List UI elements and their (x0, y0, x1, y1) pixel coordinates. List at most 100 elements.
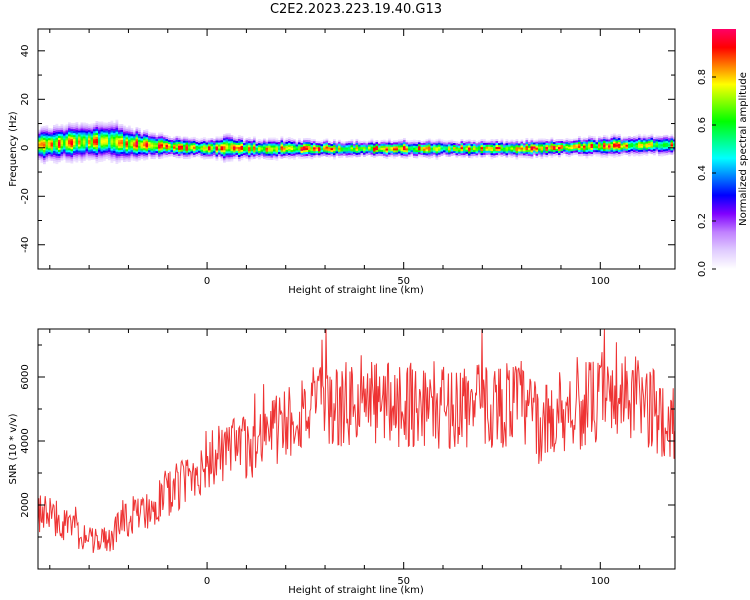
spectrogram-cell (143, 142, 146, 145)
spectrogram-cell (230, 141, 234, 144)
spectrogram-cell (305, 156, 309, 159)
spectrogram-cell (308, 148, 311, 151)
spectrogram-cell (608, 139, 611, 142)
spectrogram-cell (105, 154, 109, 157)
spectrogram-cell (153, 134, 156, 138)
spectrogram-cell (598, 148, 601, 151)
spectrogram-cell (513, 140, 516, 143)
spectrogram-cell (190, 155, 194, 158)
spectrogram-cell (545, 143, 549, 146)
spectrogram-cell (558, 151, 561, 154)
spectrogram-cell (175, 135, 179, 139)
spectrogram-cell (448, 146, 451, 149)
spectrogram-cell (243, 139, 246, 142)
spectrogram-cell (95, 137, 99, 140)
spectrogram-cell (53, 139, 56, 142)
spectrogram-cell (228, 135, 231, 138)
spectrogram-cell (450, 153, 454, 156)
spectrogram-cell (473, 143, 476, 147)
spectrogram-cell (73, 151, 76, 154)
spectrogram-cell (43, 129, 46, 133)
spectrogram-cell (85, 143, 89, 146)
spectrogram-cell (68, 156, 71, 159)
spectrogram-cell (365, 153, 369, 156)
spectrogram-cell (390, 147, 394, 150)
spectrogram-cell (493, 143, 496, 146)
spectrogram-cell (610, 142, 614, 145)
spectrogram-cell (140, 152, 144, 155)
spectrogram-cell (505, 151, 509, 154)
spectrogram-cell (228, 137, 231, 140)
spectrogram-cell (113, 142, 116, 146)
spectrogram-cell (80, 142, 84, 145)
spectrogram-cell (108, 157, 111, 161)
spectrogram-cell (103, 122, 106, 125)
spectrogram-cell (53, 143, 56, 146)
spectrogram-cell (310, 141, 314, 144)
spectrogram-cell (270, 143, 274, 146)
spectrogram-cell (130, 136, 134, 139)
spectrogram-cell (50, 156, 54, 159)
spectrogram-cell (93, 131, 96, 134)
spectrogram-cell (118, 154, 121, 157)
spectrogram-cell (608, 147, 611, 150)
spectrogram-cell (625, 148, 629, 151)
spectrogram-cell (285, 145, 289, 149)
spectrogram-cell (63, 127, 66, 130)
spectrogram-cell (663, 147, 666, 150)
spectrogram-cell (383, 153, 386, 156)
spectrogram-cell (63, 137, 66, 140)
spectrogram-cell (420, 149, 424, 152)
spectrogram-cell (353, 149, 356, 153)
spectrogram-cell (578, 144, 581, 147)
spectrogram-cell (95, 149, 99, 152)
spectrogram-cell (653, 153, 656, 156)
spectrogram-cell (348, 154, 351, 158)
spectrogram-cell (233, 142, 236, 145)
spectrogram-cell (415, 150, 419, 153)
spectrogram-cell (533, 140, 536, 143)
spectrogram-cell (400, 149, 404, 152)
spectrogram-cell (638, 139, 641, 143)
spectrogram-cell (343, 143, 346, 146)
spectrogram-cell (200, 137, 204, 141)
spectrogram-cell (120, 130, 124, 133)
spectrogram-cell (463, 143, 466, 146)
spectrogram-cell (53, 133, 56, 136)
spectrogram-cell (78, 132, 81, 135)
spectrogram-cell (468, 155, 471, 158)
spectrogram-cell (353, 145, 356, 149)
spectrogram-cell (273, 143, 276, 146)
spectrogram-cell (53, 157, 56, 160)
spectrogram-cell (130, 134, 134, 137)
spectrogram-cell (70, 133, 74, 136)
spectrogram-cell (478, 144, 481, 147)
spectrogram-cell (575, 150, 579, 153)
spectrogram-cell (603, 149, 606, 152)
spectrogram-cell (103, 146, 106, 149)
spectrogram-cell (85, 149, 89, 152)
spectrogram-cell (95, 155, 99, 158)
spectrogram-cell (580, 140, 584, 143)
spectrogram-cell (455, 149, 459, 152)
spectrogram-cell (260, 143, 264, 146)
spectrogram-cell (410, 144, 414, 147)
spectrogram-cell (483, 140, 486, 144)
spectrogram-cell (420, 147, 424, 150)
spectrogram-cell (185, 138, 189, 141)
spectrogram-cell (390, 151, 394, 154)
spectrogram-cell (343, 147, 346, 150)
spectrogram-cell (140, 146, 144, 149)
spectrogram-cell (115, 127, 119, 130)
spectrogram-cell (68, 142, 71, 145)
spectrogram-cell (208, 144, 211, 147)
spectrogram-cell (458, 145, 461, 149)
spectrogram-cell (198, 150, 201, 154)
spectrogram-cell (395, 150, 399, 153)
spectrogram-cell (475, 147, 479, 150)
spectrogram-cell (218, 150, 221, 153)
spectrogram-cell (265, 155, 269, 158)
spectrogram-cell (645, 141, 649, 144)
spectrogram-cell (70, 141, 74, 144)
